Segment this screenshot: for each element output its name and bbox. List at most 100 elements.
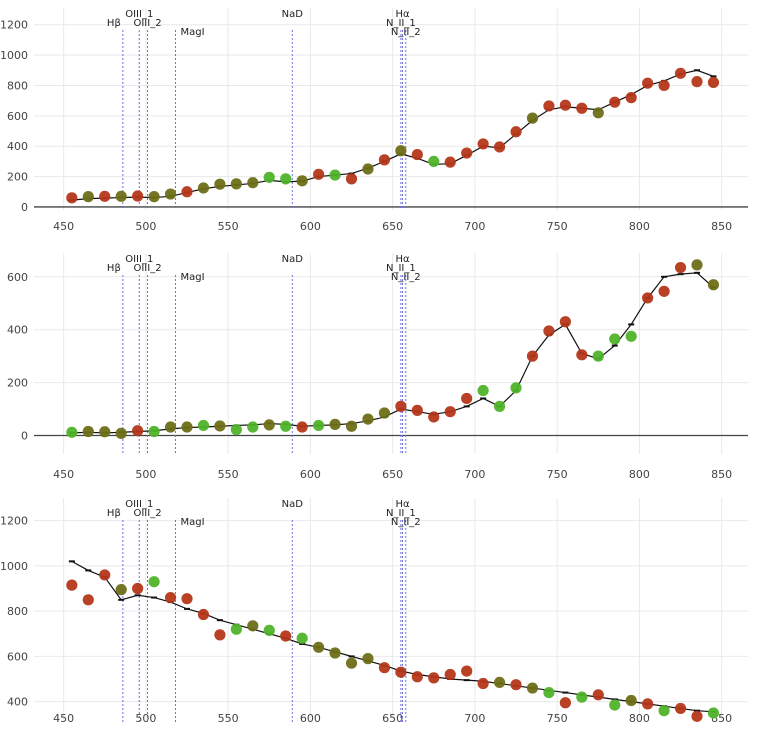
data-point [444,668,456,681]
model-line [71,272,714,434]
spectral-line-label: OIII_1 [125,499,153,510]
y-tick-label: 800 [7,605,28,618]
data-point [576,349,588,361]
spectral-line-label: OIII_2 [133,18,161,29]
data-point [395,666,407,678]
data-point [411,404,423,416]
data-point [263,171,275,183]
data-point [280,173,292,185]
data-point [148,576,160,588]
data-point [411,671,423,683]
y-tick-label: 600 [7,271,28,284]
spectral-line-label: Hβ [107,263,121,274]
data-point [313,419,325,432]
data-point [247,177,259,189]
x-tick-label: 550 [218,220,239,233]
spectral-line-label: N_II_2 [391,27,421,38]
data-point [625,694,637,707]
data-point [362,163,374,175]
data-point [263,419,275,431]
spectral-line-label: NaD [282,9,304,20]
data-point [526,350,539,362]
data-point [329,647,341,659]
data-point [559,99,571,111]
data-point [411,148,423,161]
data-point [82,594,94,606]
spectral-line-label: N_II_2 [391,272,421,283]
data-point [625,330,637,342]
x-tick-label: 700 [464,468,485,481]
model-line [71,560,714,713]
data-point [395,145,407,157]
spectral-line-label: NaD [282,254,304,265]
y-tick-label: 200 [7,171,28,184]
data-point [296,632,308,644]
spectral-line-label: Hα [395,254,410,265]
spectral-line-label: Hα [395,9,410,20]
data-point [642,698,654,710]
data-point [115,190,127,202]
data-point [461,665,473,677]
data-point [691,259,703,271]
y-tick-label: 200 [7,377,28,390]
data-point [559,697,571,709]
data-point [493,400,506,412]
y-tick-label: 600 [7,110,28,123]
data-point [313,641,325,653]
data-point [247,421,259,433]
x-tick-label: 600 [300,468,321,481]
data-point [691,76,703,88]
spectral-line-label: OIII_2 [133,263,161,274]
data-point [707,707,720,719]
data-point [99,426,111,438]
x-tick-label: 700 [464,712,485,725]
data-point [115,584,127,596]
spectral-line-label: Hβ [107,508,121,519]
data-point [477,677,489,690]
data-point [493,676,506,689]
data-point [510,382,522,394]
spectral-line-label: MagI [180,272,204,283]
data-point [461,147,473,159]
y-tick-label: 400 [7,140,28,153]
spectral-line-label: N_II_1 [386,263,416,274]
data-point [477,138,489,150]
spectral-line-label: OIII_1 [125,9,153,20]
data-point [493,141,506,153]
x-tick-label: 700 [464,220,485,233]
x-tick-label: 550 [218,468,239,481]
data-point [625,92,637,104]
data-point [444,156,456,168]
data-point [345,173,358,185]
spectral-line-label: OIII_1 [125,254,153,265]
data-point [132,582,144,595]
x-tick-label: 850 [711,468,732,481]
x-tick-label: 500 [135,220,156,233]
data-point [526,112,539,124]
x-tick-label: 450 [53,468,74,481]
x-tick-label: 550 [218,712,239,725]
spectral-line-label: MagI [180,517,204,528]
spectrum-panel-top: 450 500 550 600 650 700 750 800 850 0 200 400 600 800… [0,8,748,233]
data-point [707,76,720,89]
data-point [181,593,193,605]
spectral-line-label: N_II_2 [391,517,421,528]
data-point [674,702,687,715]
spectral-line-label: OIII_2 [133,508,161,519]
data-point [707,279,720,291]
data-point [609,96,621,108]
x-tick-label: 800 [629,712,650,725]
spectral-line-label: N_II_1 [386,508,416,519]
data-point [214,178,226,190]
x-tick-label: 650 [382,220,403,233]
spectral-line-label: N_II_1 [386,18,416,29]
y-tick-label: 400 [7,324,28,337]
data-point [691,710,703,722]
data-point [197,182,210,194]
x-tick-label: 750 [547,468,568,481]
data-point [132,425,144,437]
data-point [99,190,111,202]
data-point [658,79,670,92]
data-point [592,350,604,362]
